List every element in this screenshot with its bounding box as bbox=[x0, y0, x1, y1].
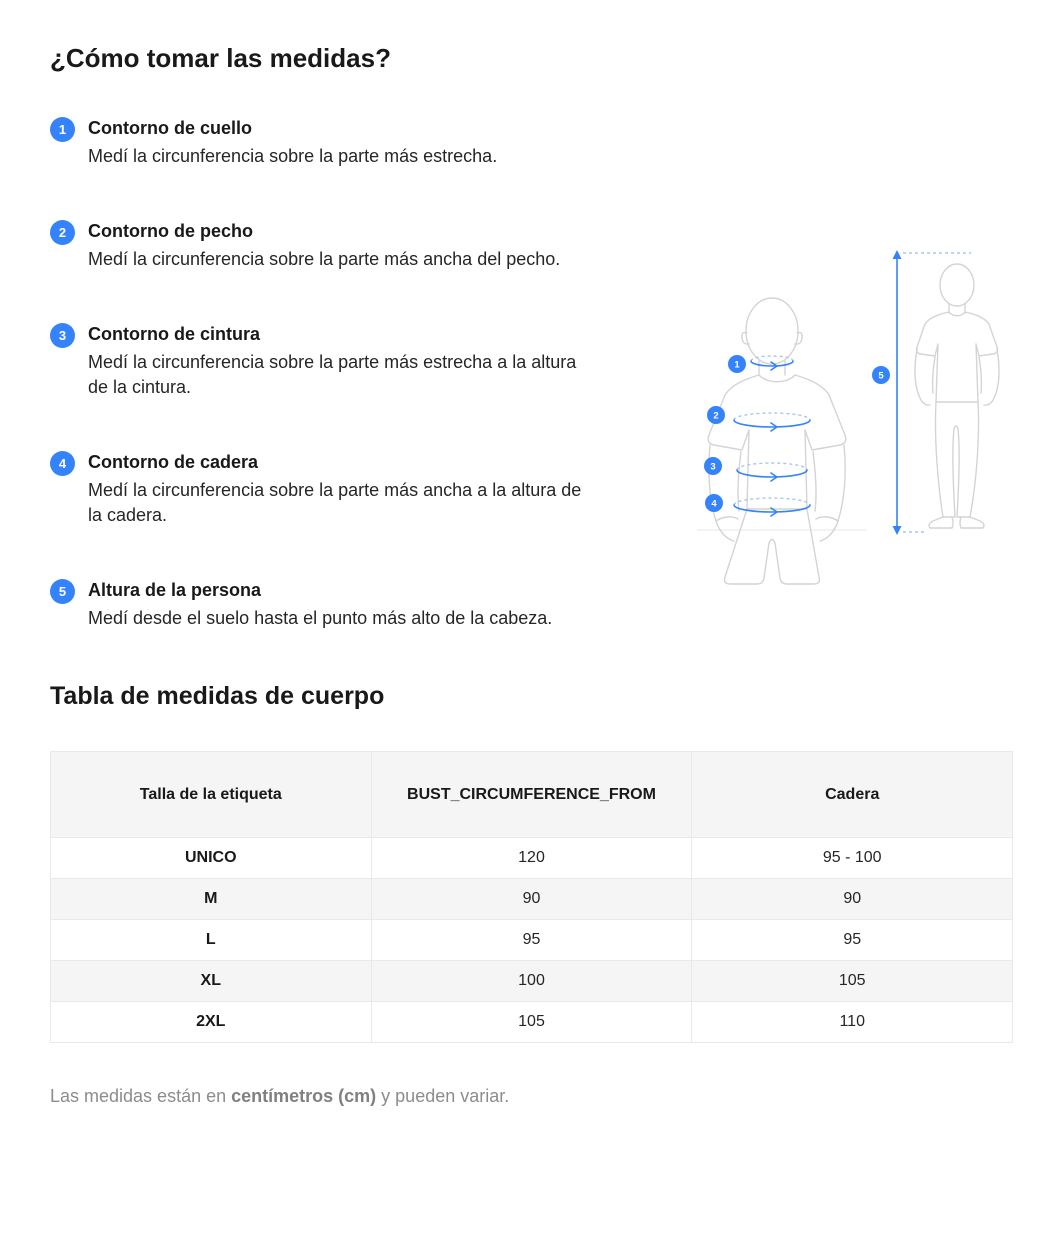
step-item-chest: 2 Contorno de pecho Medí la circunferenc… bbox=[50, 219, 660, 272]
table-row: UNICO 120 95 - 100 bbox=[50, 837, 1013, 879]
table-row: XL 100 105 bbox=[50, 960, 1013, 1002]
cell-size: L bbox=[50, 919, 372, 961]
figure-marker-1: 1 bbox=[728, 355, 746, 373]
cell-bust: 90 bbox=[370, 878, 693, 920]
svg-text:4: 4 bbox=[711, 499, 717, 510]
footer-note-units: centímetros (cm) bbox=[231, 1086, 377, 1106]
svg-text:3: 3 bbox=[710, 462, 715, 473]
step-number-badge: 3 bbox=[50, 323, 75, 348]
cell-hip: 110 bbox=[691, 1001, 1013, 1043]
size-guide-illustration: 1 2 3 4 5 bbox=[695, 247, 1015, 597]
cell-hip: 95 - 100 bbox=[691, 837, 1013, 879]
step-description: Medí la circunferencia sobre la parte má… bbox=[88, 480, 582, 525]
step-item-neck: 1 Contorno de cuello Medí la circunferen… bbox=[50, 116, 660, 169]
header-label-size: Talla de la etiqueta bbox=[50, 751, 372, 838]
table-row: L 95 95 bbox=[50, 919, 1013, 961]
cell-hip: 95 bbox=[691, 919, 1013, 961]
figure-outlines bbox=[707, 263, 1000, 585]
figure-marker-5: 5 bbox=[872, 366, 890, 384]
step-description: Medí desde el suelo hasta el punto más a… bbox=[88, 608, 553, 628]
table-row: M 90 90 bbox=[50, 878, 1013, 920]
cell-size: XL bbox=[50, 960, 372, 1002]
step-title: Contorno de cadera bbox=[88, 452, 259, 472]
step-number-badge: 2 bbox=[50, 220, 75, 245]
tape-solid-arcs bbox=[733, 256, 898, 529]
cell-bust: 95 bbox=[370, 919, 693, 961]
footer-note-suffix: y pueden variar. bbox=[376, 1086, 510, 1106]
step-title: Altura de la persona bbox=[88, 580, 262, 600]
tape-dashed-arcs bbox=[733, 252, 971, 533]
step-title: Contorno de cuello bbox=[88, 118, 252, 138]
cell-hip: 105 bbox=[691, 960, 1013, 1002]
svg-text:5: 5 bbox=[878, 371, 884, 382]
page-title: ¿Cómo tomar las medidas? bbox=[50, 43, 391, 73]
footer-note: Las medidas están en centímetros (cm) y … bbox=[50, 1084, 1013, 1108]
cell-size: M bbox=[50, 878, 372, 920]
cell-bust: 105 bbox=[370, 1001, 693, 1043]
body-measures-table: Talla de la etiqueta BUST_CIRCUMFERENCE_… bbox=[50, 751, 1013, 1043]
svg-text:1: 1 bbox=[734, 360, 740, 371]
figure-marker-2: 2 bbox=[707, 406, 725, 424]
step-title: Contorno de cintura bbox=[88, 324, 260, 344]
header-bust-circumference: BUST_CIRCUMFERENCE_FROM bbox=[370, 751, 693, 838]
cell-bust: 100 bbox=[370, 960, 693, 1002]
figure-marker-4: 4 bbox=[705, 494, 723, 512]
step-number-badge: 1 bbox=[50, 117, 75, 142]
footer-note-prefix: Las medidas están en bbox=[50, 1086, 232, 1106]
table-row: 2XL 105 110 bbox=[50, 1001, 1013, 1043]
step-description: Medí la circunferencia sobre la parte má… bbox=[88, 146, 498, 166]
step-description: Medí la circunferencia sobre la parte má… bbox=[88, 352, 577, 397]
header-hip: Cadera bbox=[691, 751, 1013, 838]
measurement-steps: 1 Contorno de cuello Medí la circunferen… bbox=[50, 116, 660, 631]
figure-markers: 1 2 3 4 5 bbox=[704, 355, 890, 512]
step-number-badge: 5 bbox=[50, 579, 75, 604]
size-guide-page: ¿Cómo tomar las medidas? 1 Contorno de c… bbox=[0, 42, 1063, 1108]
table-header-row: Talla de la etiqueta BUST_CIRCUMFERENCE_… bbox=[50, 751, 1013, 838]
step-number-badge: 4 bbox=[50, 451, 75, 476]
body-measure-figure-svg: 1 2 3 4 5 bbox=[697, 250, 1000, 585]
cell-size: UNICO bbox=[50, 837, 372, 879]
step-title: Contorno de pecho bbox=[88, 221, 253, 241]
figure-marker-3: 3 bbox=[704, 457, 722, 475]
step-item-height: 5 Altura de la persona Medí desde el sue… bbox=[50, 578, 660, 631]
cell-hip: 90 bbox=[691, 878, 1013, 920]
cell-size: 2XL bbox=[50, 1001, 372, 1043]
cell-bust: 120 bbox=[370, 837, 693, 879]
table-title: Tabla de medidas de cuerpo bbox=[50, 682, 385, 710]
height-arrowheads bbox=[892, 250, 902, 535]
step-item-waist: 3 Contorno de cintura Medí la circunfere… bbox=[50, 322, 660, 400]
step-item-hip: 4 Contorno de cadera Medí la circunferen… bbox=[50, 450, 660, 528]
svg-text:2: 2 bbox=[713, 411, 718, 422]
step-description: Medí la circunferencia sobre la parte má… bbox=[88, 249, 561, 269]
